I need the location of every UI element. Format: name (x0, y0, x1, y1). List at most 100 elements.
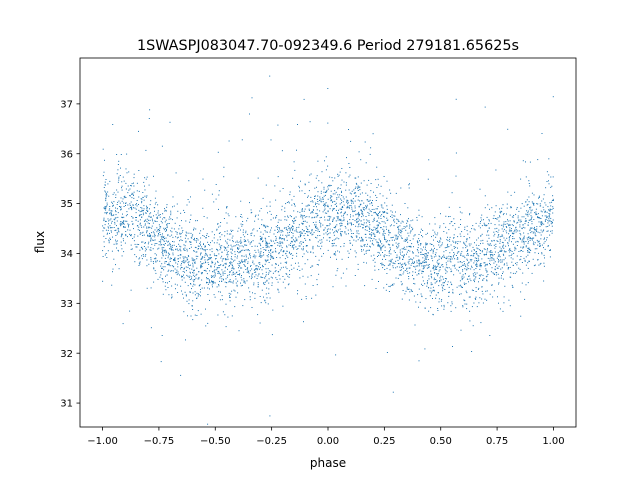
data-point (246, 271, 248, 273)
data-point (314, 195, 315, 197)
data-point (219, 280, 220, 282)
chart-title: 1SWASPJ083047.70-092349.6 Period 279181.… (137, 38, 519, 54)
data-point (378, 217, 380, 219)
data-point (354, 200, 356, 202)
data-point (152, 248, 154, 250)
data-point (361, 209, 363, 211)
data-point (136, 217, 137, 218)
data-point (179, 233, 181, 235)
data-point (324, 216, 325, 218)
data-point (211, 231, 213, 233)
data-point (270, 257, 272, 259)
data-point (304, 238, 306, 239)
data-point (547, 245, 549, 247)
data-point (282, 276, 284, 277)
data-point (206, 278, 208, 280)
data-point (452, 291, 454, 293)
data-point (235, 276, 237, 277)
data-point (503, 264, 505, 266)
data-point (409, 291, 411, 293)
data-point (385, 226, 387, 228)
data-point (456, 252, 458, 254)
data-point (159, 260, 161, 262)
data-point (515, 231, 517, 233)
data-point (216, 242, 218, 244)
data-point (253, 284, 255, 286)
data-point (139, 233, 141, 235)
data-point (436, 273, 438, 275)
data-point (121, 185, 123, 187)
data-point (244, 265, 246, 267)
data-point (439, 280, 441, 281)
data-point (115, 217, 117, 219)
data-point (540, 223, 542, 225)
data-point (200, 289, 201, 290)
data-point (339, 219, 341, 221)
data-point (523, 257, 525, 259)
data-point (104, 190, 106, 192)
data-point (222, 271, 224, 273)
data-point (347, 200, 349, 202)
data-point (470, 260, 472, 262)
data-point (323, 186, 325, 188)
data-point (529, 185, 531, 187)
data-point (380, 185, 382, 187)
data-point (511, 253, 513, 255)
data-point (413, 235, 415, 237)
data-point (176, 203, 178, 205)
data-point (219, 299, 221, 301)
data-point (434, 223, 436, 225)
data-point (379, 232, 381, 234)
data-point (448, 255, 450, 257)
data-point (498, 254, 500, 256)
data-point (384, 237, 386, 239)
data-point (370, 246, 371, 248)
data-point (146, 176, 148, 178)
data-point (107, 229, 109, 231)
data-point (388, 291, 390, 292)
data-point (147, 246, 149, 248)
data-point (257, 284, 259, 286)
data-point (105, 253, 107, 254)
data-point (268, 242, 270, 244)
data-point (534, 242, 536, 244)
data-point (530, 232, 532, 234)
data-point (237, 255, 238, 257)
data-point (526, 204, 528, 206)
data-point (156, 217, 158, 219)
data-point (425, 257, 427, 259)
x-tick-label: −0.25 (256, 436, 287, 447)
data-point (523, 216, 525, 218)
data-point (446, 271, 448, 273)
data-point (189, 291, 191, 293)
data-point (299, 211, 301, 213)
data-point (411, 229, 413, 231)
data-point (409, 267, 411, 269)
data-point (200, 244, 201, 246)
data-point (266, 279, 268, 281)
data-point (488, 223, 490, 225)
data-point (320, 192, 322, 194)
data-point (537, 213, 539, 215)
data-point (542, 230, 544, 232)
data-point (336, 237, 338, 239)
data-point (238, 264, 240, 266)
data-point (117, 212, 119, 214)
data-point (305, 239, 307, 241)
data-point (149, 223, 150, 225)
data-point (145, 254, 147, 256)
data-point (525, 213, 527, 215)
data-point (521, 239, 523, 241)
data-point (226, 249, 228, 251)
data-point (358, 219, 360, 221)
data-point (279, 190, 281, 192)
data-point (163, 269, 165, 271)
data-point (200, 230, 202, 232)
data-point (164, 238, 165, 239)
data-point (180, 254, 182, 256)
data-point (283, 238, 285, 239)
data-point (480, 235, 482, 237)
data-point (429, 295, 431, 297)
data-point (367, 212, 369, 213)
data-point (150, 249, 152, 251)
